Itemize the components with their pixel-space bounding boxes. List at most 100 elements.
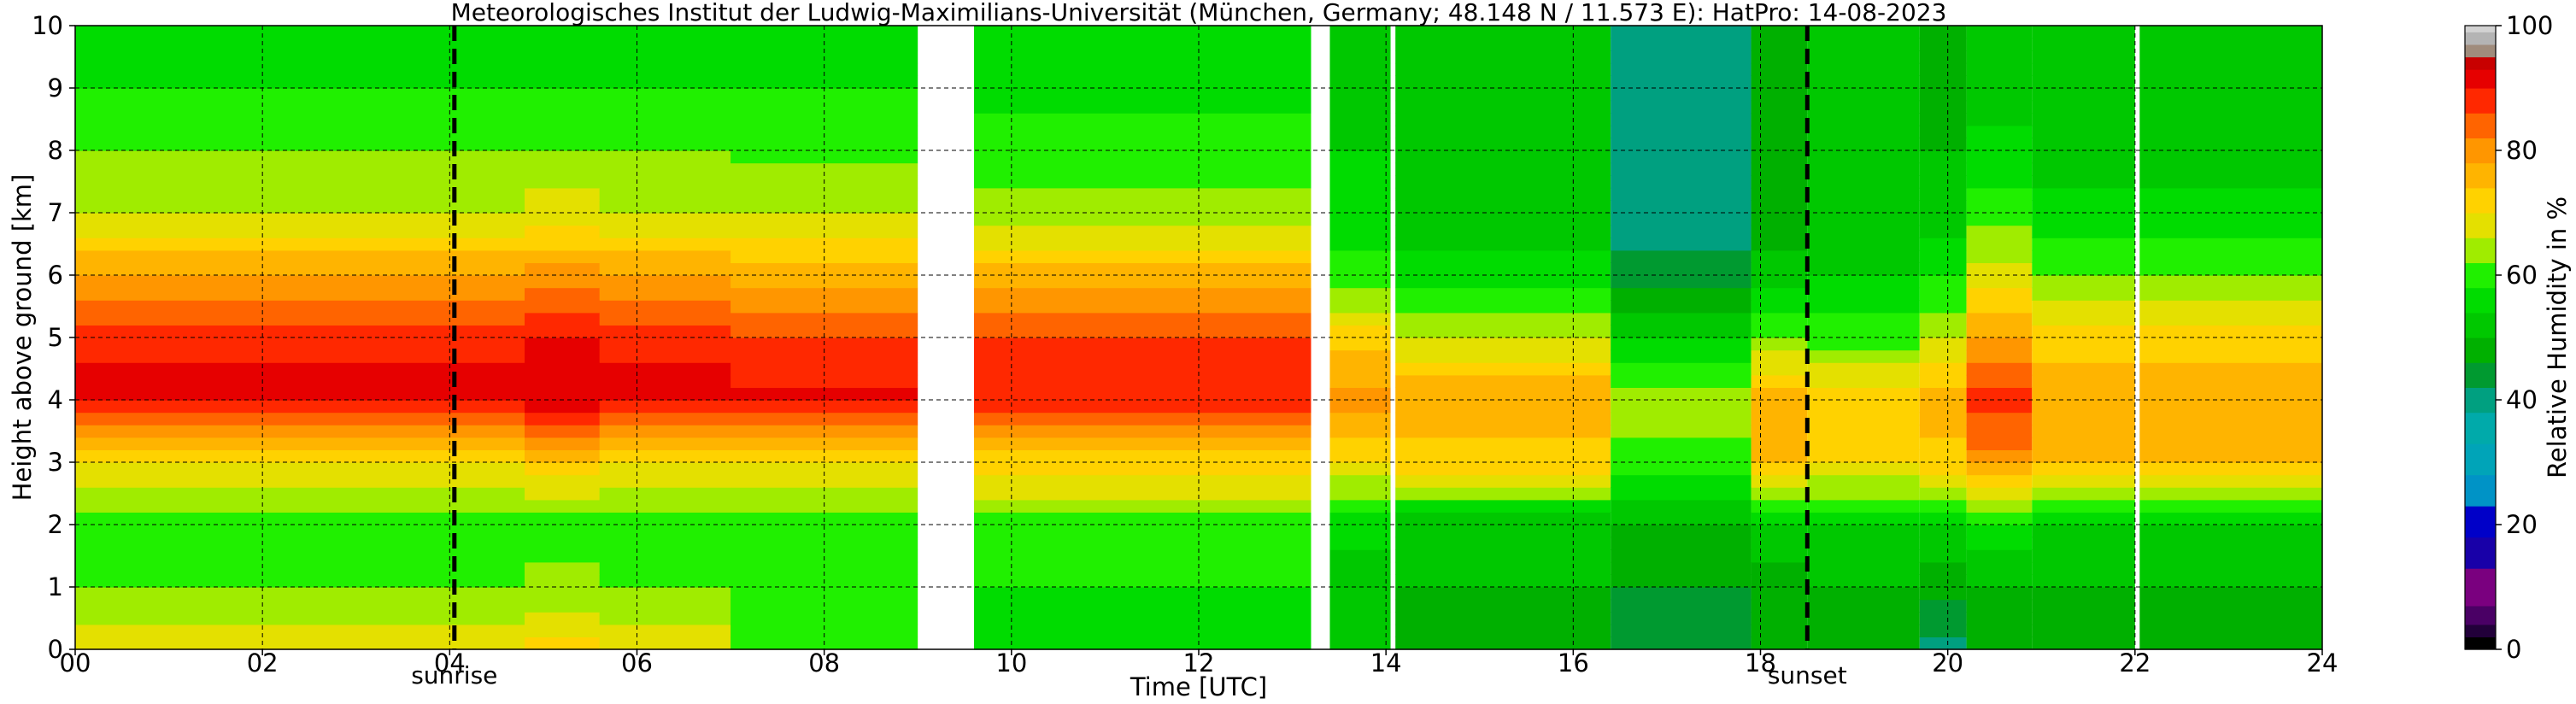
heatmap-cell: [1966, 612, 2033, 625]
x-tick-label: 20: [1932, 648, 1963, 678]
heatmap-cell: [1807, 487, 1920, 501]
heatmap-cell: [1611, 574, 1752, 588]
heatmap-cell: [1807, 537, 1920, 550]
heatmap-cell: [1611, 88, 1752, 102]
heatmap-cell: [525, 437, 600, 450]
heatmap-cell: [731, 487, 918, 501]
colorbar-segment: [2465, 537, 2496, 569]
heatmap-cell: [525, 113, 600, 126]
heatmap-cell: [525, 62, 600, 76]
heatmap-cell: [1329, 561, 1391, 575]
x-tick-label: 00: [60, 648, 91, 678]
heatmap-cell: [1919, 449, 1967, 463]
heatmap-cell: [2032, 537, 2322, 550]
y-tick-label: 8: [48, 136, 63, 165]
heatmap-cell: [974, 275, 1311, 289]
heatmap-cell: [1395, 62, 1611, 76]
heatmap-cell: [2032, 62, 2322, 76]
heatmap-cell: [1395, 150, 1611, 164]
colorbar-segment: [2465, 362, 2496, 388]
chart-title: Meteorologisches Institut der Ludwig-Max…: [451, 0, 1947, 26]
heatmap-cell: [75, 549, 918, 563]
heatmap-cell: [525, 312, 600, 326]
y-tick-label: 4: [48, 385, 63, 414]
heatmap-plot: [75, 26, 2322, 650]
colorbar-label: Relative Humidity in %: [2543, 197, 2572, 478]
heatmap-cell: [1807, 462, 1920, 476]
heatmap-cell: [1395, 561, 1611, 575]
heatmap-cell: [731, 462, 918, 476]
colorbar-segment: [2465, 624, 2496, 637]
heatmap-cell: [1919, 187, 1967, 201]
data-gap: [1311, 26, 1330, 649]
heatmap-cell: [525, 412, 600, 425]
heatmap-cell: [1807, 574, 1920, 588]
heatmap-cell: [974, 262, 1311, 276]
heatmap-cell: [1395, 275, 1611, 289]
heatmap-cell: [731, 387, 918, 401]
heatmap-cell: [974, 349, 1311, 363]
heatmap-cell: [1611, 499, 1752, 513]
heatmap-cell: [1395, 362, 1611, 376]
heatmap-cell: [1611, 462, 1752, 476]
heatmap-cell: [1966, 587, 2033, 601]
heatmap-cell: [75, 113, 918, 126]
heatmap-cell: [1395, 587, 1611, 601]
heatmap-cell: [1395, 599, 1611, 613]
heatmap-cell: [731, 587, 918, 601]
colorbar-segment: [2465, 238, 2496, 263]
heatmap-cell: [1966, 599, 2033, 613]
heatmap-cell: [974, 213, 1311, 226]
heatmap-cell: [1966, 537, 2033, 550]
heatmap-cell: [75, 637, 918, 650]
heatmap-cell: [75, 612, 918, 625]
heatmap-cell: [525, 599, 600, 613]
heatmap-cell: [75, 525, 918, 538]
heatmap-cell: [1395, 499, 1611, 513]
heatmap-cell: [1919, 162, 1967, 176]
heatmap-cell: [1395, 474, 1611, 488]
heatmap-cell: [75, 262, 918, 276]
heatmap-cell: [1329, 574, 1391, 588]
heatmap-cell: [1611, 249, 1752, 263]
heatmap-cell: [525, 512, 600, 525]
heatmap-cell: [1329, 200, 1391, 214]
heatmap-cell: [1807, 50, 1920, 64]
x-tick-label: 02: [247, 648, 279, 678]
heatmap-cell: [1751, 62, 1808, 76]
heatmap-cell: [1807, 349, 1920, 363]
heatmap-cell: [1966, 400, 2033, 414]
heatmap-cell: [1751, 26, 1808, 39]
colorbar-segment: [2465, 637, 2496, 650]
heatmap-cell: [731, 26, 918, 39]
heatmap-cell: [1395, 387, 1611, 401]
heatmap-cell: [1611, 113, 1752, 126]
grid-lines: [75, 26, 2322, 649]
heatmap-cell: [1395, 312, 1611, 326]
heatmap-cell: [1329, 612, 1391, 625]
heatmap-cell: [974, 312, 1311, 326]
heatmap-cell: [1395, 162, 1611, 176]
y-tick-label: 7: [48, 198, 63, 227]
heatmap-cell: [2032, 38, 2322, 51]
heatmap-cell: [1807, 62, 1920, 76]
colorbar-tick-label: 100: [2506, 11, 2553, 40]
heatmap-cell: [1329, 175, 1391, 189]
heatmap-cell: [2032, 275, 2322, 289]
heatmap-cell: [1395, 337, 1611, 351]
heatmap-cell: [75, 349, 918, 363]
heatmap-cell: [1966, 487, 2033, 501]
heatmap-cell: [1966, 213, 2033, 226]
heatmap-cell: [974, 138, 1311, 151]
heatmap-cell: [974, 574, 1311, 588]
heatmap-cell: [1919, 26, 1967, 39]
heatmap-cell: [731, 624, 918, 637]
heatmap-cell: [1395, 175, 1611, 189]
heatmap-cell: [1966, 437, 2033, 450]
heatmap-cell: [1966, 50, 2033, 64]
heatmap-cell: [525, 138, 600, 151]
heatmap-cell: [2032, 337, 2322, 351]
heatmap-cell: [525, 574, 600, 588]
heatmap-cell: [1611, 225, 1752, 238]
heatmap-cell: [974, 337, 1311, 351]
